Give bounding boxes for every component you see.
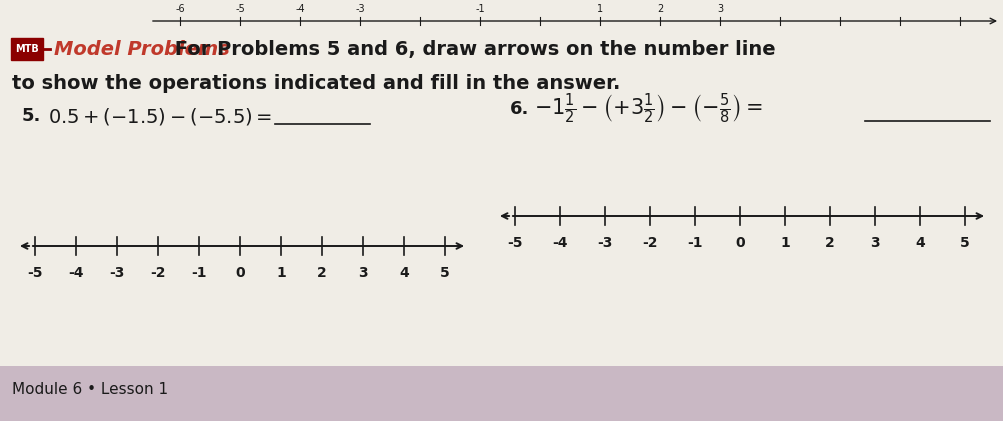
Text: -3: -3 xyxy=(597,236,612,250)
Text: 3: 3 xyxy=(716,4,722,14)
Text: Model Problems: Model Problems xyxy=(54,40,230,59)
Text: -5: -5 xyxy=(235,4,245,14)
Text: $0.5 + (-1.5) - (-5.5) =$: $0.5 + (-1.5) - (-5.5) =$ xyxy=(48,106,272,126)
Text: 5.: 5. xyxy=(22,107,41,125)
Text: -5: -5 xyxy=(27,266,43,280)
Text: 3: 3 xyxy=(358,266,367,280)
Text: $-1\frac{1}{2} - \left(+3\frac{1}{2}\right) - \left(-\frac{5}{8}\right) =$: $-1\frac{1}{2} - \left(+3\frac{1}{2}\rig… xyxy=(534,92,762,126)
Text: Module 6 • Lesson 1: Module 6 • Lesson 1 xyxy=(12,381,168,397)
Text: For Problems 5 and 6, draw arrows on the number line: For Problems 5 and 6, draw arrows on the… xyxy=(168,40,775,59)
Text: 2: 2 xyxy=(317,266,327,280)
FancyBboxPatch shape xyxy=(11,38,43,60)
Text: -2: -2 xyxy=(150,266,165,280)
Text: 5: 5 xyxy=(959,236,969,250)
Text: 1: 1 xyxy=(779,236,789,250)
Text: MTB: MTB xyxy=(15,44,39,54)
Text: 4: 4 xyxy=(399,266,408,280)
Text: -3: -3 xyxy=(109,266,124,280)
Text: 1: 1 xyxy=(597,4,603,14)
Text: -4: -4 xyxy=(295,4,305,14)
Text: 0: 0 xyxy=(235,266,245,280)
Text: -4: -4 xyxy=(68,266,83,280)
Text: 2: 2 xyxy=(824,236,834,250)
Text: -4: -4 xyxy=(552,236,567,250)
Text: -1: -1 xyxy=(474,4,484,14)
Text: 2: 2 xyxy=(656,4,662,14)
Text: 3: 3 xyxy=(870,236,879,250)
Text: -1: -1 xyxy=(687,236,702,250)
Text: 0: 0 xyxy=(734,236,744,250)
Text: 4: 4 xyxy=(914,236,924,250)
Text: 5: 5 xyxy=(439,266,449,280)
Text: -1: -1 xyxy=(191,266,207,280)
Text: to show the operations indicated and fill in the answer.: to show the operations indicated and fil… xyxy=(12,74,620,93)
Text: -5: -5 xyxy=(507,236,523,250)
Text: -2: -2 xyxy=(642,236,657,250)
Text: 6.: 6. xyxy=(510,100,529,118)
Text: 1: 1 xyxy=(276,266,286,280)
Text: -3: -3 xyxy=(355,4,364,14)
Text: -6: -6 xyxy=(175,4,185,14)
FancyBboxPatch shape xyxy=(0,366,1003,421)
